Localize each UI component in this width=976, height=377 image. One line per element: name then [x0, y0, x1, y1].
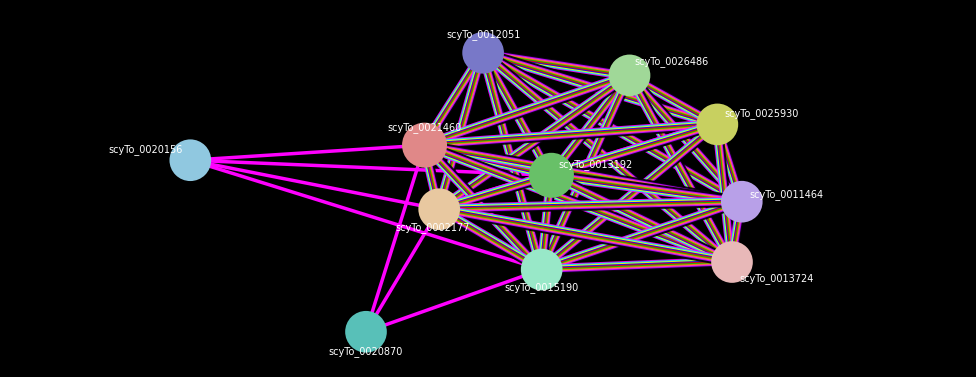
- Point: [475, 50, 491, 56]
- Text: scyTo_0026486: scyTo_0026486: [634, 56, 709, 67]
- Text: scyTo_0013724: scyTo_0013724: [739, 273, 814, 284]
- Text: scyTo_0025930: scyTo_0025930: [724, 108, 799, 119]
- Text: scyTo_0013192: scyTo_0013192: [558, 159, 633, 170]
- Text: scyTo_0021460: scyTo_0021460: [387, 122, 462, 133]
- Point: [431, 206, 447, 212]
- Text: scyTo_0011464: scyTo_0011464: [750, 189, 824, 200]
- Point: [544, 172, 559, 178]
- Text: scyTo_0020870: scyTo_0020870: [329, 346, 403, 357]
- Point: [417, 142, 432, 148]
- Point: [724, 259, 740, 265]
- Text: scyTo_0002177: scyTo_0002177: [395, 222, 469, 233]
- Point: [622, 72, 637, 78]
- Text: scyTo_0012051: scyTo_0012051: [446, 29, 520, 40]
- Point: [534, 267, 549, 273]
- Text: scyTo_0015190: scyTo_0015190: [505, 282, 579, 293]
- Point: [358, 329, 374, 335]
- Text: scyTo_0020156: scyTo_0020156: [108, 144, 183, 155]
- Point: [734, 199, 750, 205]
- Point: [710, 121, 725, 127]
- Point: [183, 157, 198, 163]
